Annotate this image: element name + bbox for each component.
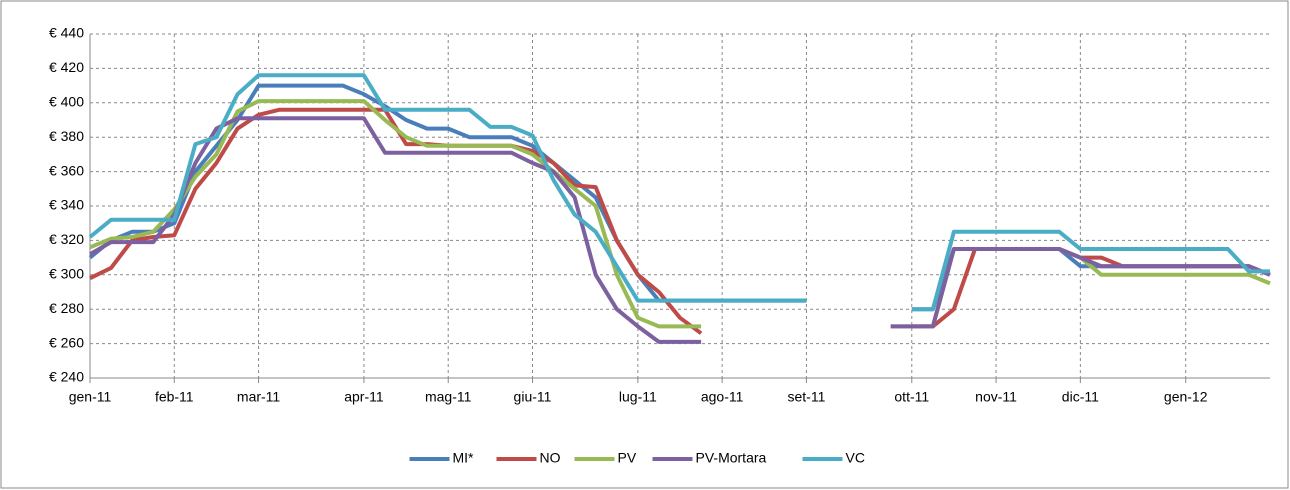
x-tick-label: giu-11 (514, 389, 552, 405)
y-tick-label: € 420 (49, 59, 84, 75)
x-tick-label: mag-11 (425, 389, 472, 405)
x-tick-label: ago-11 (701, 389, 744, 405)
x-tick-label: dic-11 (1062, 389, 1099, 405)
x-tick-label: gen-11 (69, 389, 112, 405)
x-tick-label: nov-11 (975, 389, 1017, 405)
y-tick-label: € 280 (49, 300, 84, 316)
legend-label: PV (618, 450, 637, 466)
y-tick-label: € 440 (49, 25, 84, 41)
y-tick-label: € 320 (49, 231, 84, 247)
x-tick-label: gen-12 (1164, 389, 1208, 405)
legend-label: PV-Mortara (696, 450, 767, 466)
y-tick-label: € 360 (49, 162, 84, 178)
series-line (88, 73, 1270, 312)
x-tick-label: feb-11 (155, 389, 194, 405)
y-tick-label: € 340 (49, 197, 84, 213)
legend-label: MI* (453, 450, 475, 466)
x-tick-label: lug-11 (619, 389, 657, 405)
y-tick-label: € 300 (49, 266, 84, 282)
x-tick-label: mar-11 (237, 389, 281, 405)
y-tick-label: € 400 (49, 94, 84, 110)
y-tick-label: € 260 (49, 334, 84, 350)
x-tick-label: ott-11 (894, 389, 929, 405)
series-line (89, 116, 1271, 344)
y-tick-label: € 380 (49, 128, 84, 144)
y-tick-label: € 240 (49, 369, 84, 385)
legend-label: NO (540, 450, 561, 466)
legend-label: VC (846, 450, 865, 466)
x-tick-label: apr-11 (344, 389, 384, 405)
x-tick-label: set-11 (787, 389, 825, 405)
